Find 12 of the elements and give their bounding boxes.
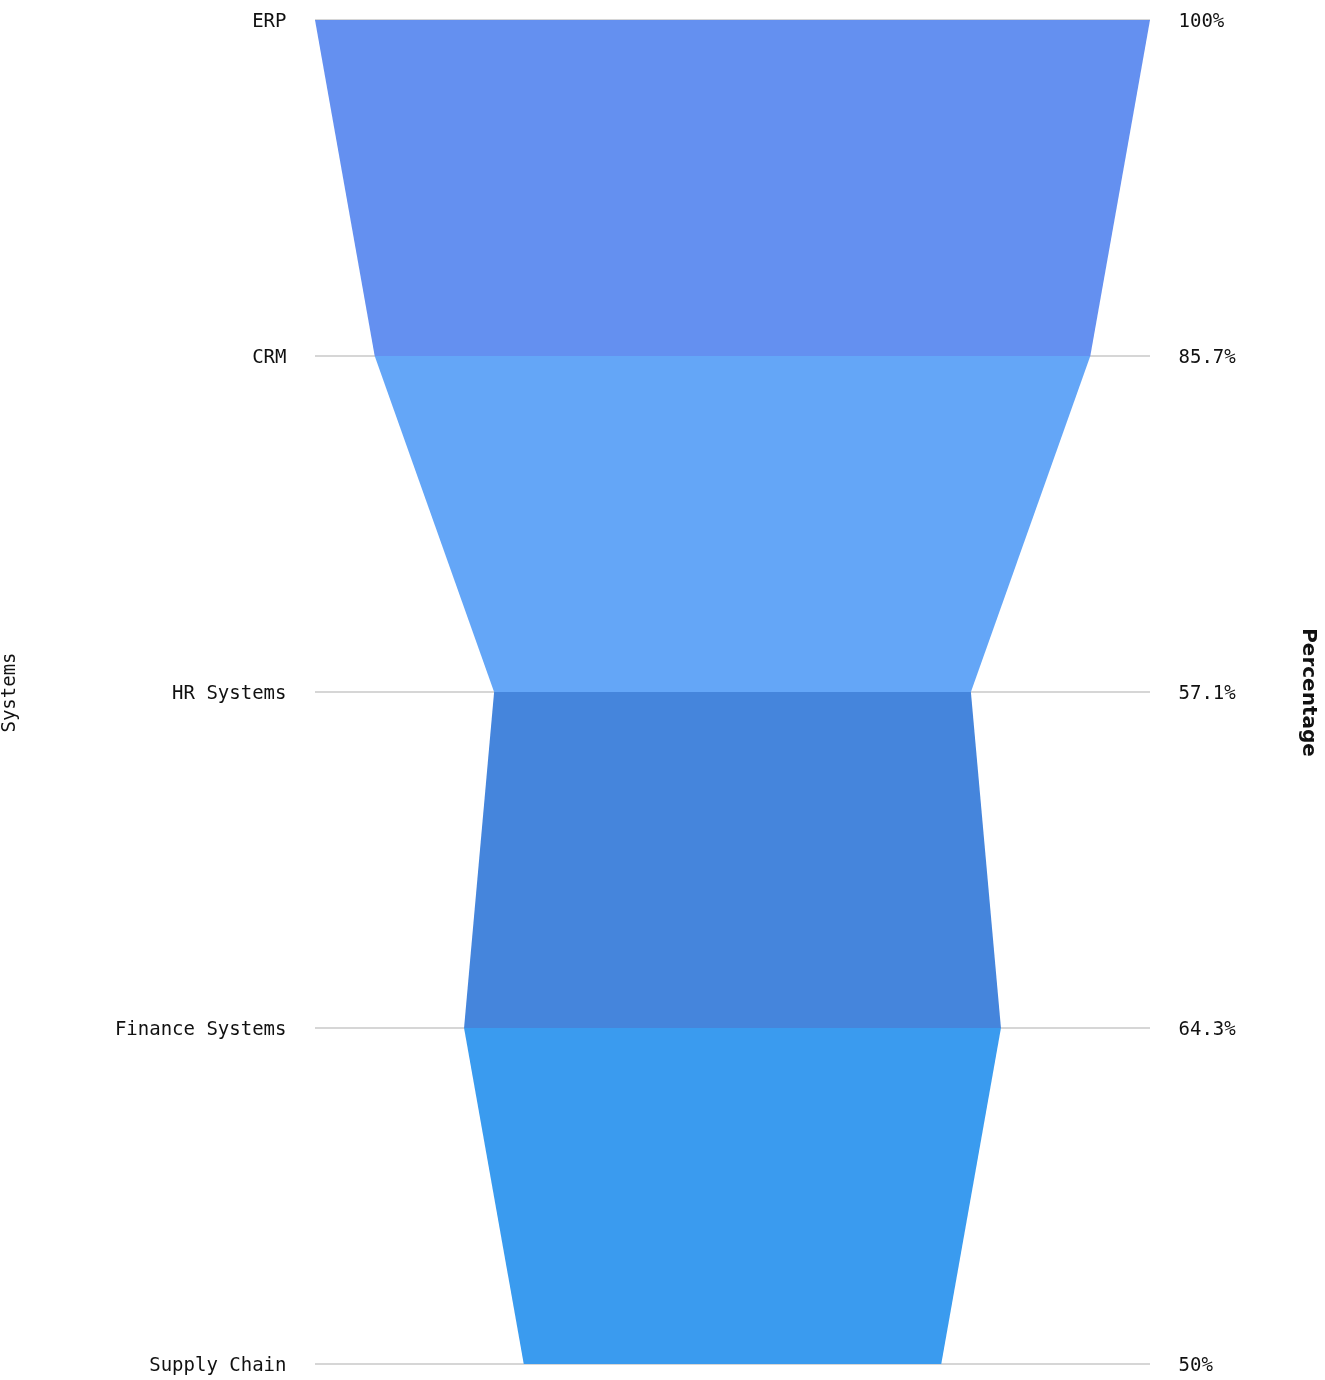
category-label: ERP [252,8,287,31]
data-label: 85.7% [1178,344,1237,367]
category-label: Finance Systems [114,1016,287,1039]
category-label: Supply Chain [149,1352,287,1375]
category-label: CRM [252,344,287,367]
data-label: 100% [1178,8,1225,31]
data-label: 64.3% [1178,1016,1237,1039]
data-label: 50% [1178,1352,1214,1375]
text: Systems [0,652,19,733]
text: Percentage [1297,628,1322,757]
data-label: 57.1% [1178,680,1237,703]
category-label: HR Systems [172,680,287,703]
